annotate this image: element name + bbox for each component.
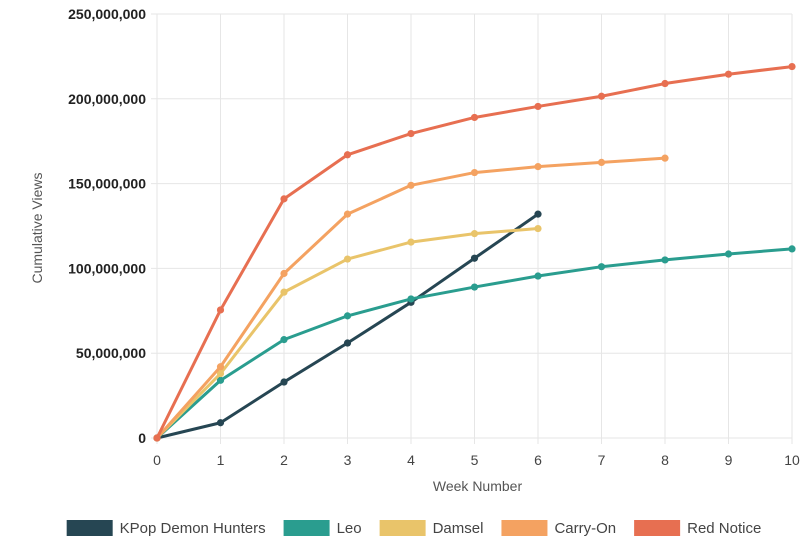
legend-item-kpop-demon-hunters[interactable]: KPop Demon Hunters [66, 520, 266, 537]
x-axis-title: Week Number [433, 478, 523, 494]
data-point [280, 288, 288, 296]
x-tick-label: 4 [407, 452, 415, 468]
data-point [280, 269, 288, 278]
y-tick-label: 50,000,000 [76, 345, 146, 361]
data-point [724, 70, 733, 78]
legend[interactable]: KPop Demon Hunters Leo Damsel Carry-On Red N… [66, 520, 762, 537]
data-point [407, 181, 415, 189]
x-tick-label: 10 [784, 452, 800, 468]
legend-item-leo[interactable]: Leo [283, 520, 362, 537]
y-tick-label: 0 [138, 430, 146, 446]
data-point [343, 312, 352, 320]
legend-swatch [379, 520, 426, 536]
data-point [470, 283, 479, 291]
x-tick-label: 8 [661, 452, 669, 468]
y-tick-label: 100,000,000 [68, 260, 146, 276]
legend-label: Leo [337, 520, 362, 537]
data-point [470, 113, 479, 122]
data-point [407, 295, 415, 303]
data-point [280, 378, 288, 386]
series-carry-on [153, 154, 669, 442]
y-tick-label: 150,000,000 [68, 176, 146, 192]
data-point [661, 256, 669, 264]
data-point [724, 250, 733, 258]
x-tick-label: 9 [725, 452, 733, 468]
series-red-notice [153, 62, 796, 442]
legend-label: Carry-On [554, 520, 616, 537]
data-point [343, 339, 352, 347]
x-tick-label: 3 [344, 452, 352, 468]
x-tick-label: 1 [217, 452, 225, 468]
legend-swatch [283, 520, 330, 536]
data-point [216, 363, 225, 371]
data-point [216, 306, 225, 314]
data-point [343, 255, 352, 263]
y-axis-title: Cumulative Views [29, 172, 45, 283]
data-point [661, 154, 669, 162]
legend-swatch [634, 520, 681, 536]
data-point [534, 224, 542, 233]
data-point [407, 129, 415, 138]
data-point [216, 376, 225, 384]
data-point [534, 163, 542, 171]
data-point [470, 230, 479, 238]
x-tick-label: 0 [153, 452, 161, 468]
legend-swatch [501, 520, 548, 536]
data-point [470, 168, 479, 177]
data-point [280, 195, 288, 203]
data-point [534, 272, 542, 280]
data-point [470, 254, 479, 262]
axis-layer: 0 50,000,000 100,000,000 150,000,000 200,000… [29, 6, 800, 494]
legend-item-red-notice[interactable]: Red Notice [634, 520, 761, 537]
legend-item-carry-on[interactable]: Carry-On [501, 520, 616, 537]
data-point [216, 419, 225, 427]
legend-label: Damsel [433, 520, 484, 537]
legend-swatch [66, 520, 113, 536]
legend-label: KPop Demon Hunters [120, 520, 266, 537]
x-tick-label: 7 [598, 452, 606, 468]
y-tick-label: 200,000,000 [68, 91, 146, 107]
series-leo [153, 245, 796, 442]
data-point [343, 151, 352, 159]
data-point [280, 336, 288, 344]
data-point [153, 434, 161, 442]
data-point [343, 210, 352, 218]
x-tick-label: 5 [471, 452, 479, 468]
data-point [597, 263, 606, 271]
data-point [534, 102, 542, 111]
data-point [597, 92, 606, 100]
x-tick-label: 6 [534, 452, 542, 468]
data-point [661, 79, 669, 88]
series-kpop-demon-hunters [153, 210, 542, 442]
data-point [788, 62, 796, 71]
y-tick-label: 250,000,000 [68, 6, 146, 22]
data-point [407, 238, 415, 246]
legend-label: Red Notice [687, 520, 761, 537]
legend-item-damsel[interactable]: Damsel [379, 520, 484, 537]
data-point [788, 245, 796, 253]
data-point [597, 158, 606, 166]
data-point [216, 369, 225, 378]
x-tick-label: 2 [280, 452, 288, 468]
series-layer [153, 62, 796, 442]
data-point [534, 210, 542, 218]
